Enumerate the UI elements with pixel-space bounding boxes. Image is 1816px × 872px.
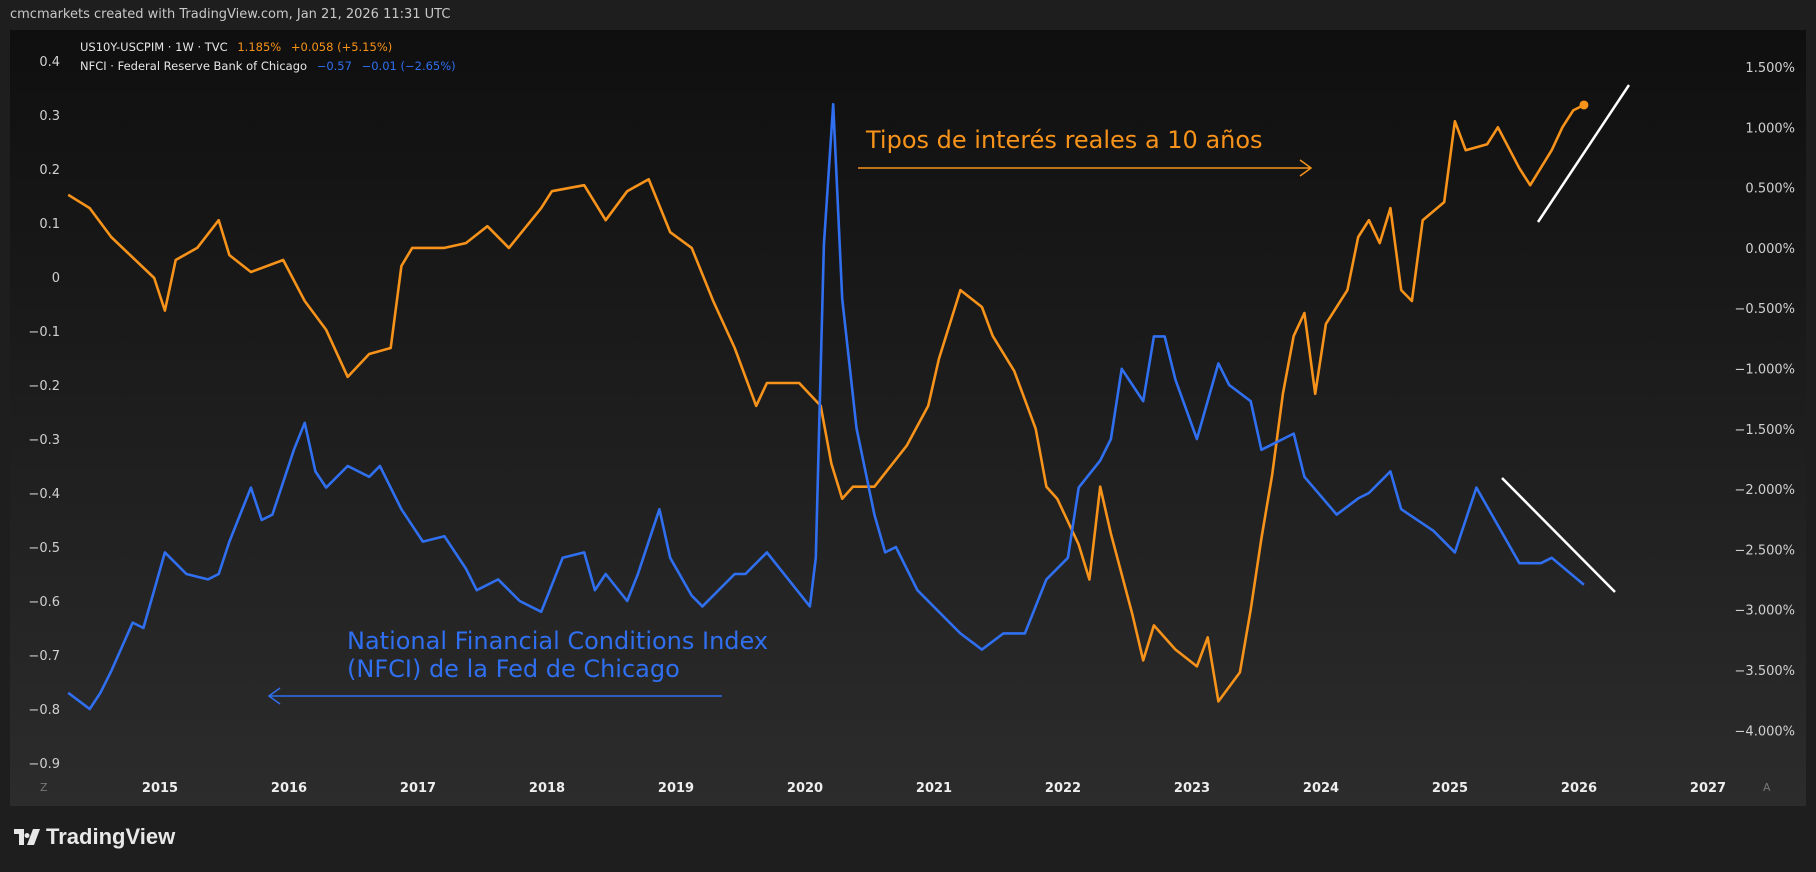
right-axis-tick: 1.000% bbox=[1745, 121, 1795, 136]
time-axis-tick: 2018 bbox=[529, 781, 565, 796]
time-axis-tick: 2017 bbox=[400, 781, 436, 796]
tradingview-logo[interactable]: TradingView bbox=[14, 824, 175, 850]
trendline-down bbox=[1501, 477, 1616, 593]
left-axis-tick: 0.1 bbox=[39, 217, 60, 232]
time-axis-tick: 2024 bbox=[1303, 781, 1339, 796]
right-axis-tick: −4.000% bbox=[1735, 724, 1795, 739]
left-axis-tick: −0.1 bbox=[28, 325, 60, 340]
left-axis-tick: 0.4 bbox=[39, 55, 60, 70]
right-axis-tick: −2.500% bbox=[1735, 543, 1795, 558]
legend-name: NFCI · Federal Reserve Bank of Chicago bbox=[80, 59, 308, 73]
legend-name: US10Y-USCPIM · 1W · TVC bbox=[80, 40, 228, 54]
left-axis-tick: −0.6 bbox=[28, 595, 60, 610]
time-axis-tick: 2022 bbox=[1045, 781, 1081, 796]
right-axis-tick: −2.000% bbox=[1735, 483, 1795, 498]
annotation-real-rates: Tipos de interés reales a 10 años bbox=[865, 126, 1263, 154]
time-axis-tick: 2020 bbox=[787, 781, 823, 796]
time-axis-tick: 2015 bbox=[142, 781, 178, 796]
attribution-header: cmcmarkets created with TradingView.com,… bbox=[10, 7, 451, 22]
left-axis-tick: −0.9 bbox=[28, 757, 60, 772]
arrow-left-head bbox=[267, 687, 281, 705]
auto-scale-toggle[interactable]: A bbox=[1763, 781, 1771, 794]
plot-background bbox=[10, 30, 1806, 806]
right-axis-tick: −1.500% bbox=[1735, 423, 1795, 438]
right-axis-tick: −0.500% bbox=[1735, 302, 1795, 317]
time-axis-tick: 2023 bbox=[1174, 781, 1210, 796]
axis-corner-left[interactable]: Z bbox=[40, 781, 48, 794]
left-axis-tick: −0.2 bbox=[28, 379, 60, 394]
time-axis-tick: 2016 bbox=[271, 781, 307, 796]
left-axis-tick: −0.7 bbox=[28, 649, 60, 664]
right-axis: 1.500% 1.000% 0.500% 0.000% −0.500% −1.000% −1… bbox=[1735, 61, 1795, 739]
legend-value: −0.57 bbox=[316, 59, 352, 73]
legend-row-nfci[interactable]: NFCI · Federal Reserve Bank of Chicago −… bbox=[80, 59, 462, 73]
last-value-marker bbox=[1579, 100, 1589, 110]
left-axis-tick: 0.3 bbox=[39, 109, 60, 124]
left-axis-tick: 0.2 bbox=[39, 163, 60, 178]
legend-row-us10y[interactable]: US10Y-USCPIM · 1W · TVC 1.185% +0.058 (+… bbox=[80, 40, 398, 54]
right-axis-tick: −3.500% bbox=[1735, 664, 1795, 679]
annotations-layer: Tipos de interés reales a 10 años Nationa… bbox=[267, 84, 1631, 705]
series-layer bbox=[67, 100, 1589, 711]
arrow-right-head bbox=[1299, 159, 1313, 177]
right-axis-tick: 1.500% bbox=[1745, 61, 1795, 76]
annotation-nfci: National Financial Conditions Index bbox=[347, 627, 768, 655]
series-line-nfci bbox=[67, 102, 1585, 711]
legend-change: −0.01 (−2.65%) bbox=[361, 59, 456, 73]
left-axis: 0.4 0.3 0.2 0.1 0 −0.1 −0.2 −0.3 −0.4 −0.5 −0.6 −0.… bbox=[28, 55, 60, 772]
time-axis: 2015 2016 2017 2018 2019 2020 2021 2022 2023 2024… bbox=[142, 781, 1726, 796]
right-axis-tick: 0.000% bbox=[1745, 242, 1795, 257]
right-axis-tick: −1.000% bbox=[1735, 363, 1795, 378]
annotation-nfci-line2: (NFCI) de la Fed de Chicago bbox=[347, 655, 680, 683]
left-axis-tick: −0.8 bbox=[28, 703, 60, 718]
right-axis-tick: 0.500% bbox=[1745, 182, 1795, 197]
left-axis-tick: −0.3 bbox=[28, 433, 60, 448]
tradingview-logo-icon bbox=[14, 829, 40, 845]
right-axis-tick: −3.000% bbox=[1735, 604, 1795, 619]
left-axis-tick: −0.4 bbox=[28, 487, 60, 502]
legend-change: +0.058 (+5.15%) bbox=[290, 40, 393, 54]
time-axis-tick: 2027 bbox=[1690, 781, 1726, 796]
trendline-up bbox=[1536, 84, 1631, 223]
time-axis-tick: 2019 bbox=[658, 781, 694, 796]
time-axis-tick: 2025 bbox=[1432, 781, 1468, 796]
tradingview-logo-text: TradingView bbox=[46, 824, 176, 849]
legend-value: 1.185% bbox=[237, 40, 282, 54]
time-axis-tick: 2021 bbox=[916, 781, 952, 796]
left-axis-tick: −0.5 bbox=[28, 541, 60, 556]
time-axis-tick: 2026 bbox=[1561, 781, 1597, 796]
left-axis-tick: 0 bbox=[52, 271, 60, 286]
